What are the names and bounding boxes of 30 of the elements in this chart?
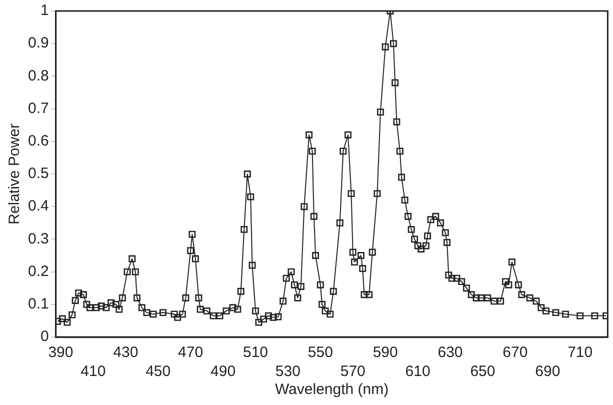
y-tick-label: 0.9 <box>28 34 49 52</box>
x-tick-label: 510 <box>242 344 268 362</box>
x-axis-title: Wavelength (nm) <box>274 381 389 398</box>
x2-tick-label: 690 <box>535 363 560 380</box>
y-tick-label: 0.1 <box>28 296 49 313</box>
x-tick-label: 590 <box>372 344 398 362</box>
y-axis-title: Relative Power <box>6 124 24 224</box>
y-tick-label: 0.5 <box>28 165 49 182</box>
y-tick-label: 1 <box>40 2 49 20</box>
x2-tick-label: 410 <box>80 363 106 380</box>
x2-tick-label: 450 <box>146 363 171 380</box>
x-tick-label: 470 <box>178 344 204 362</box>
x-tick-label: 550 <box>308 344 333 362</box>
x2-tick-label: 490 <box>210 363 236 380</box>
y-tick-label: 0.2 <box>28 262 49 280</box>
x2-tick-label: 650 <box>470 363 496 380</box>
x-tick-label: 710 <box>568 344 593 362</box>
y-tick-label: 0.6 <box>28 132 49 150</box>
x-tick-label: 430 <box>113 344 138 362</box>
x-tick-label: 390 <box>48 344 74 362</box>
y-tick-label: 0.7 <box>28 100 49 117</box>
x-tick-label: 630 <box>438 344 463 362</box>
y-tick-label: 0.8 <box>28 67 49 84</box>
y-tick-label: 0 <box>40 328 49 346</box>
x-tick-label: 670 <box>502 344 528 362</box>
y-tick-label: 0.3 <box>28 230 49 248</box>
x2-tick-label: 610 <box>405 363 430 380</box>
x2-tick-label: 570 <box>340 363 366 380</box>
y-tick-label: 0.4 <box>28 198 49 215</box>
x2-tick-label: 530 <box>275 363 300 380</box>
